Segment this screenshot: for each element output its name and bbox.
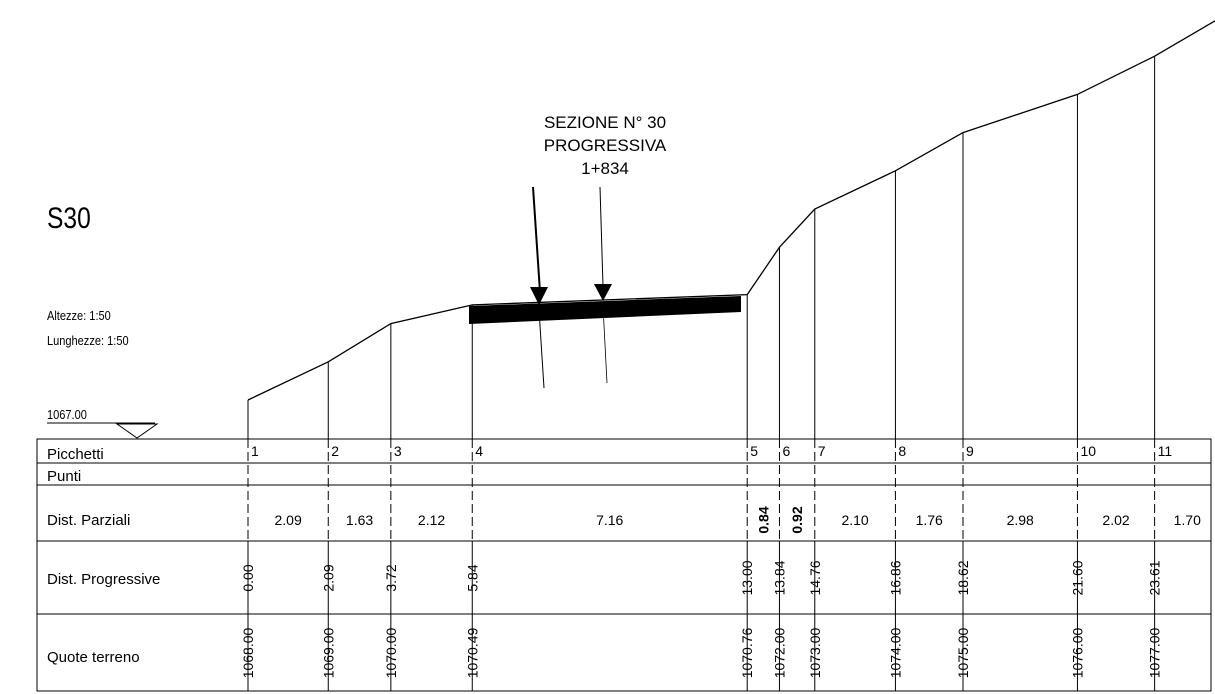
quota-label: 1070.76 [739,627,755,678]
picchetto-label: 11 [1158,443,1173,459]
section-label: S30 [47,201,91,235]
progressiva-label: 13.00 [739,560,755,595]
arrow-tail-right [602,305,608,384]
partial-distance-label: 1.63 [346,512,373,528]
title-line-1: SEZIONE N° 30 [544,113,666,132]
progressiva-label: 18.62 [955,560,971,595]
arrow-head-right [594,284,612,301]
partial-distance-label: 0.84 [755,506,771,533]
arrow-shaft-right [599,186,604,287]
row-label-picchetti: Picchetti [47,446,104,463]
title-line-3: 1+834 [581,159,629,178]
progressiva-label: 23.61 [1147,560,1163,595]
road-slab [469,296,741,324]
progressiva-label: 25.31 [1212,560,1215,595]
datum-triangle [115,423,159,439]
picchetto-label: 7 [818,443,826,459]
picchetto-label: 6 [782,443,790,459]
progressiva-label: 0.00 [240,564,256,591]
quota-label: 1075.00 [955,627,971,678]
progressiva-label: 14.76 [807,560,823,595]
quota-label: 1072.00 [771,627,787,678]
row-label-parziali: Dist. Parziali [47,512,130,529]
terrain-profile [247,20,1215,439]
quota-label: 1077.00 [1147,627,1163,678]
row-label-quote: Quote terreno [47,649,140,666]
progressiva-label: 3.72 [383,564,399,591]
picchetto-label: 10 [1080,443,1096,459]
progressiva-label: 5.84 [464,564,480,591]
scale-heights: Altezze: 1:50 [47,308,111,323]
picchetto-label: 4 [475,443,483,459]
partial-distance-label: 0.92 [789,506,805,533]
table-marks: 1 0.00 1068.00 2 2.09 1069.00 3 3.72 1070.00 4 5.8… [240,439,1215,691]
ground-line [247,20,1215,401]
row-label-progressive: Dist. Progressive [47,571,160,588]
arrow-tail-left [538,309,545,389]
scale-lengths: Lunghezze: 1:50 [47,333,129,348]
row-label-punti: Punti [47,468,81,485]
partial-distance-label: 1.76 [916,512,943,528]
picchetto-label: 3 [394,443,402,459]
progressiva-label: 16.86 [887,560,903,595]
quota-label: 1076.00 [1069,627,1085,678]
partial-distance-label: 2.02 [1102,512,1129,528]
partial-distance-label: 7.16 [596,512,623,528]
quota-label: 1078.00 [1212,627,1215,678]
partial-distance-label: 2.12 [418,512,445,528]
quota-label: 1070.00 [383,627,399,678]
quota-label: 1070.49 [464,627,480,678]
partial-distance-label: 2.09 [275,512,302,528]
quota-label: 1074.00 [887,627,903,678]
partial-distance-label: 2.98 [1007,512,1034,528]
arrow-shaft-left [532,186,541,293]
table-border [36,438,1212,692]
picchetto-label: 2 [331,443,339,459]
quota-label: 1068.00 [240,627,256,678]
picchetto-label: 1 [251,443,259,459]
progressiva-label: 2.09 [320,564,336,591]
arrow-head-left [530,287,548,305]
quota-label: 1073.00 [807,627,823,678]
picchetto-label: 9 [966,443,974,459]
picchetto-label: 8 [898,443,906,459]
data-table [36,438,1212,692]
picchetto-label: 5 [750,443,758,459]
progressiva-label: 21.60 [1069,560,1085,595]
progressiva-label: 13.84 [771,560,787,595]
partial-distance-label: 2.10 [841,512,868,528]
datum-label: 1067.00 [47,407,87,422]
partial-distance-label: 1.70 [1174,512,1201,528]
title-line-2: PROGRESSIVA [544,136,667,155]
quota-label: 1069.00 [320,627,336,678]
